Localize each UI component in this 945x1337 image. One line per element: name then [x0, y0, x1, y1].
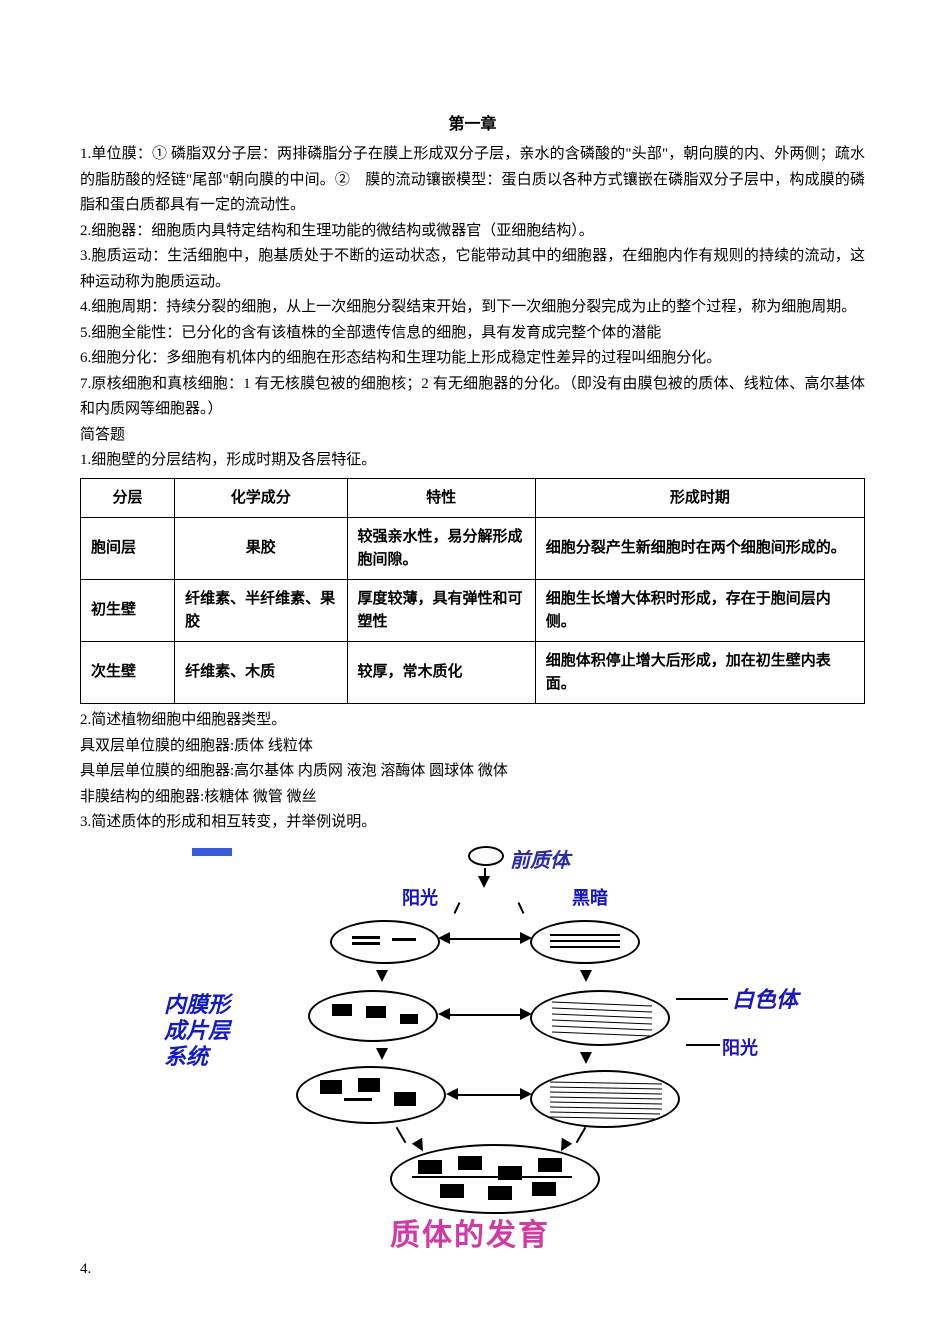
diagram-title: 质体的发育 — [390, 1210, 550, 1254]
question-2a: 具双层单位膜的细胞器:质体 线粒体 — [80, 734, 865, 760]
table-header-row: 分层 化学成分 特性 形成时期 — [81, 478, 865, 518]
td: 纤维素、木质 — [175, 642, 347, 704]
td: 较强亲水性，易分解形成胞间隙。 — [347, 518, 535, 580]
question-3: 3.简述质体的形成和相互转变，并举例说明。 — [80, 810, 865, 836]
definition-2: 2.细胞器：细胞质内具特定结构和生理功能的微结构或微器官（亚细胞结构）。 — [80, 219, 865, 245]
definition-4: 4.细胞周期：持续分裂的细胞，从上一次细胞分裂结束开始，到下一次细胞分裂完成为止… — [80, 295, 865, 321]
arrow-down-icon — [580, 1052, 592, 1064]
plastid-shape — [308, 990, 438, 1042]
td: 细胞分裂产生新细胞时在两个细胞间形成的。 — [535, 518, 864, 580]
definition-5: 5.细胞全能性：已分化的含有该植株的全部遗传信息的细胞，具有发育成完整个体的潜能 — [80, 321, 865, 347]
th-formation: 形成时期 — [535, 478, 864, 518]
td: 厚度较薄，具有弹性和可塑性 — [347, 580, 535, 642]
arrow-down-icon — [478, 876, 490, 888]
arrow-right-icon — [520, 1008, 532, 1020]
blue-bar-icon — [192, 848, 232, 856]
arrow-left-icon — [438, 1008, 450, 1020]
th-composition: 化学成分 — [175, 478, 347, 518]
definition-6: 6.细胞分化：多细胞有机体内的细胞在形态结构和生理功能上形成稳定性差异的过程叫细… — [80, 346, 865, 372]
arrow-left-icon — [438, 932, 450, 944]
th-property: 特性 — [347, 478, 535, 518]
arrow-line — [454, 902, 461, 914]
th-layer: 分层 — [81, 478, 175, 518]
definition-1: 1.单位膜：① 磷脂双分子层：两排磷脂分子在膜上形成双分子层，亲水的含磷酸的"头… — [80, 142, 865, 219]
question-2c: 非膜结构的细胞器:核糖体 微管 微丝 — [80, 785, 865, 811]
arrow-down-icon — [580, 970, 592, 982]
short-answer-heading: 简答题 — [80, 423, 865, 449]
td: 胞间层 — [81, 518, 175, 580]
arrow-line — [448, 1014, 522, 1016]
question-2: 2.简述植物细胞中细胞器类型。 — [80, 708, 865, 734]
arrow-line — [518, 902, 525, 914]
label-line-3: 系统 — [164, 1044, 208, 1069]
label-sunlight-2: 阳光 — [722, 1034, 758, 1060]
arrow-line — [676, 998, 728, 1000]
td: 细胞生长增大体积时形成，存在于胞间层内侧。 — [535, 580, 864, 642]
label-proplastid: 前质体 — [510, 844, 570, 873]
label-sunlight-1: 阳光 — [402, 884, 438, 910]
plastid-shape — [530, 1070, 680, 1128]
label-line-2: 成片层 — [164, 1018, 230, 1043]
hatch-icon — [532, 992, 672, 1048]
chapter-title: 第一章 — [80, 110, 865, 134]
arrow-down-icon — [376, 970, 388, 982]
question-1: 1.细胞壁的分层结构，形成时期及各层特征。 — [80, 448, 865, 474]
arrow-line — [686, 1044, 720, 1046]
plastid-shape — [530, 920, 640, 964]
hatch-icon — [532, 1072, 682, 1130]
td: 果胶 — [175, 518, 347, 580]
plastid-shape — [330, 920, 440, 964]
chloroplast-shape — [390, 1144, 600, 1214]
plastid-shape — [296, 1066, 446, 1124]
arrow-line — [396, 1126, 407, 1143]
table-row: 次生壁 纤维素、木质 较厚，常木质化 细胞体积停止增大后形成，加在初生壁内表面。 — [81, 642, 865, 704]
table-row: 胞间层 果胶 较强亲水性，易分解形成胞间隙。 细胞分裂产生新细胞时在两个细胞间形… — [81, 518, 865, 580]
arrow-left-icon — [446, 1088, 458, 1100]
label-line-1: 内膜形 — [164, 992, 230, 1017]
table-row: 初生壁 纤维素、半纤维素、果胶 厚度较薄，具有弹性和可塑性 细胞生长增大体积时形… — [81, 580, 865, 642]
question-4: 4. — [80, 1257, 865, 1283]
arrow-line — [456, 1094, 522, 1096]
td: 较厚，常木质化 — [347, 642, 535, 704]
question-2b: 具单层单位膜的细胞器:高尔基体 内质网 液泡 溶酶体 圆球体 微体 — [80, 759, 865, 785]
arrow-line — [448, 938, 522, 940]
arrow-down-icon — [376, 1048, 388, 1060]
td: 细胞体积停止增大后形成，加在初生壁内表面。 — [535, 642, 864, 704]
td: 初生壁 — [81, 580, 175, 642]
label-leucoplast: 白色体 — [732, 982, 798, 1014]
label-dark: 黑暗 — [572, 884, 608, 910]
plastid-diagram: 前质体 阳光 黑暗 — [200, 842, 850, 1257]
td: 纤维素、半纤维素、果胶 — [175, 580, 347, 642]
td: 次生壁 — [81, 642, 175, 704]
plastid-shape — [530, 990, 670, 1046]
arrow-right-icon — [520, 1088, 532, 1100]
arrow-right-icon — [520, 932, 532, 944]
definition-7: 7.原核细胞和真核细胞：1 有无核膜包被的细胞核；2 有无细胞器的分化。（即没有… — [80, 372, 865, 423]
label-inner-membrane: 内膜形 成片层 系统 — [164, 992, 230, 1071]
arrow-down-icon — [412, 1137, 428, 1153]
definition-3: 3.胞质运动：生活细胞中，胞基质处于不断的运动状态，它能带动其中的细胞器，在细胞… — [80, 244, 865, 295]
proplastid-shape — [468, 846, 504, 866]
cell-wall-table: 分层 化学成分 特性 形成时期 胞间层 果胶 较强亲水性，易分解形成胞间隙。 细… — [80, 478, 865, 705]
